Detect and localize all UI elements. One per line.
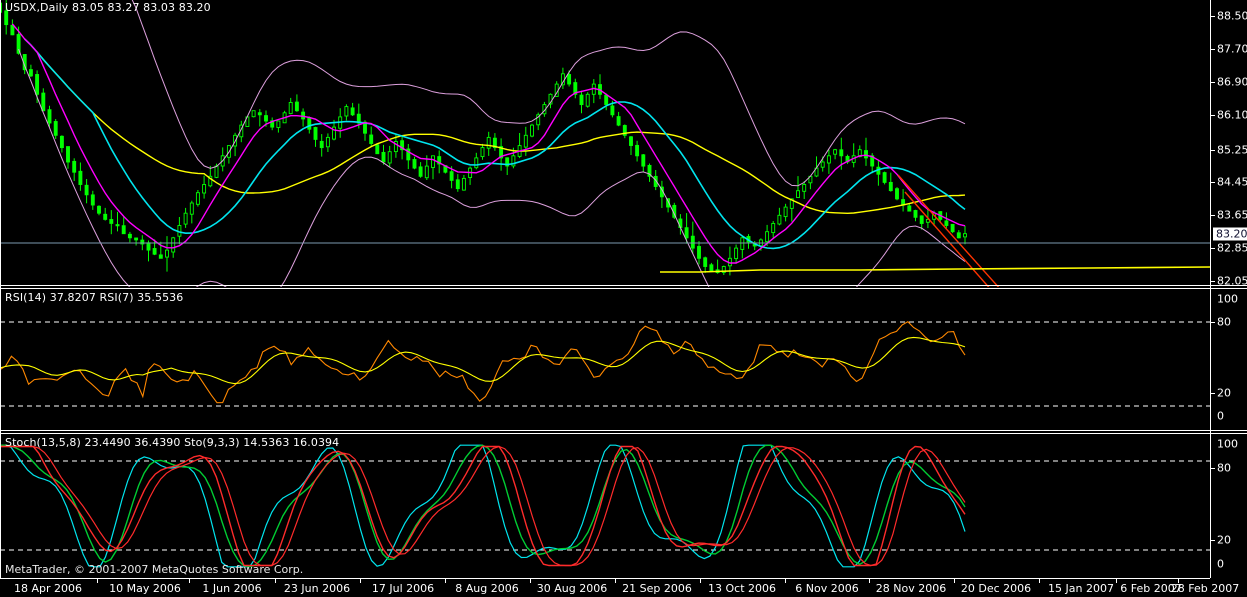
- price-axis-tick-label: 82.85: [1217, 241, 1247, 255]
- date-axis-label: 17 Jul 2006: [371, 582, 435, 595]
- date-axis-label: 21 Sep 2006: [622, 582, 692, 595]
- price-axis-tick: [1210, 215, 1215, 216]
- moving-average-fast: [11, 23, 966, 264]
- date-axis-label: 28 Feb 2007: [1170, 582, 1240, 595]
- price-axis-tick-label: 86.90: [1217, 75, 1247, 89]
- price-axis-tick: [1210, 49, 1215, 50]
- stochastic-panel-label: Stoch(13,5,8) 23.4490 36.4390 Sto(9,3,3)…: [5, 436, 340, 449]
- date-axis-line: [0, 578, 1210, 579]
- date-axis-label: 1 Jun 2006: [202, 582, 262, 595]
- date-axis-tick: [1178, 579, 1179, 583]
- price-axis-tick-label: 87.70: [1217, 42, 1247, 56]
- price-axis-tick-label: 85.25: [1217, 143, 1247, 157]
- trendline-lower[interactable]: [904, 191, 1000, 287]
- stoch-main-red-line: [0, 445, 966, 567]
- date-axis[interactable]: 18 Apr 2006 10 May 2006 1 Jun 2006 23 Jun 2…: [0, 578, 1247, 597]
- date-axis-label: 15 Jan 2007: [1048, 582, 1114, 595]
- rsi-axis-tick-label: 0: [1217, 409, 1224, 423]
- date-axis-tick: [1039, 579, 1040, 583]
- rsi-axis-tick-label: 20: [1217, 386, 1231, 400]
- stochastic-plot[interactable]: [0, 434, 1210, 578]
- bollinger-lower-band: [18, 48, 966, 287]
- date-axis-tick: [785, 579, 786, 583]
- stochastic-background: [0, 434, 1210, 578]
- date-axis-label: 6 Feb 2007: [1120, 582, 1182, 595]
- rsi-14-line: [0, 336, 966, 385]
- current-price-badge: 83.20: [1213, 227, 1247, 241]
- stoch-axis-tick-label: 100: [1217, 437, 1238, 451]
- date-axis-label: 18 Apr 2006: [13, 582, 83, 595]
- date-axis-tick: [275, 579, 276, 583]
- trendline-upper[interactable]: [897, 174, 1010, 287]
- date-axis-label: 13 Oct 2006: [707, 582, 777, 595]
- stoch-axis-tick-label: 20: [1217, 533, 1231, 547]
- copyright-notice: MetaTrader, © 2001-2007 MetaQuotes Softw…: [5, 563, 304, 576]
- date-axis-label: 10 May 2006: [109, 582, 181, 595]
- rsi-axis-tick: [1210, 322, 1215, 323]
- rsi-panel-label: RSI(14) 37.8207 RSI(7) 35.5536: [5, 291, 184, 304]
- price-chart-background: [0, 0, 1210, 287]
- date-axis-tick: [1116, 579, 1117, 583]
- panel-divider-price-rsi-bottom: [0, 288, 1247, 289]
- stoch-signal-red-line: [0, 445, 966, 567]
- right-axis-line: [1210, 0, 1211, 578]
- price-axis-tick: [1210, 16, 1215, 17]
- date-axis-label: 28 Nov 2006: [875, 582, 947, 595]
- stoch-axis-tick-label: 80: [1217, 461, 1231, 475]
- price-axis-tick-label: 83.65: [1217, 208, 1247, 222]
- rsi-axis-tick-label: 80: [1217, 315, 1231, 329]
- price-chart-plot[interactable]: [0, 0, 1210, 287]
- panel-divider-rsi-stoch-bottom: [0, 433, 1247, 434]
- price-axis-tick-label: 86.10: [1217, 108, 1247, 122]
- date-axis-tick: [530, 579, 531, 583]
- rsi-7-line: [0, 321, 966, 404]
- date-axis-tick: [954, 579, 955, 583]
- price-axis-tick: [1210, 182, 1215, 183]
- stochastic-svg: [0, 434, 1210, 578]
- price-axis-tick-label: 82.05: [1217, 274, 1247, 288]
- price-axis-tick: [1210, 248, 1215, 249]
- chart-left-border: [0, 0, 1, 578]
- rsi-svg: [0, 289, 1210, 430]
- date-axis-tick: [360, 579, 361, 583]
- rsi-axis-tick-label: 100: [1217, 292, 1238, 306]
- price-axis-tick-label: 88.50: [1217, 9, 1247, 23]
- rsi-axis-tick: [1210, 393, 1215, 394]
- date-axis-label: 20 Dec 2006: [960, 582, 1032, 595]
- date-axis-label: 6 Nov 2006: [795, 582, 859, 595]
- date-axis-label: 23 Jun 2006: [283, 582, 351, 595]
- stoch-axis-tick-label: 0: [1217, 557, 1224, 571]
- bollinger-upper-band: [131, 0, 966, 187]
- date-axis-tick: [445, 579, 446, 583]
- moving-average-slow: [36, 51, 966, 215]
- price-axis-tick: [1210, 150, 1215, 151]
- moving-average-mid: [24, 38, 966, 250]
- price-axis-tick: [1210, 115, 1215, 116]
- date-axis-label: 8 Aug 2006: [455, 582, 519, 595]
- price-axis-tick-label: 84.45: [1217, 175, 1247, 189]
- stoch-axis-tick: [1210, 540, 1215, 541]
- date-axis-tick: [189, 579, 190, 583]
- date-axis-tick: [700, 579, 701, 583]
- date-axis-label: 30 Aug 2006: [536, 582, 608, 595]
- price-chart-svg: [0, 0, 1210, 287]
- panel-divider-price-rsi-top: [0, 285, 1247, 286]
- date-axis-tick: [869, 579, 870, 583]
- support-line[interactable]: [660, 266, 1210, 273]
- price-axis-tick: [1210, 281, 1215, 282]
- date-axis-tick: [97, 579, 98, 583]
- stoch-axis-tick: [1210, 468, 1215, 469]
- rsi-background: [0, 289, 1210, 430]
- panel-divider-rsi-stoch-top: [0, 430, 1247, 431]
- stoch-signal-green-line: [0, 444, 966, 568]
- price-panel-label: USDX,Daily 83.05 83.27 83.03 83.20: [5, 1, 211, 14]
- price-axis-tick: [1210, 82, 1215, 83]
- rsi-plot[interactable]: [0, 289, 1210, 430]
- candlestick-series: [0, 0, 967, 276]
- date-axis-tick: [615, 579, 616, 583]
